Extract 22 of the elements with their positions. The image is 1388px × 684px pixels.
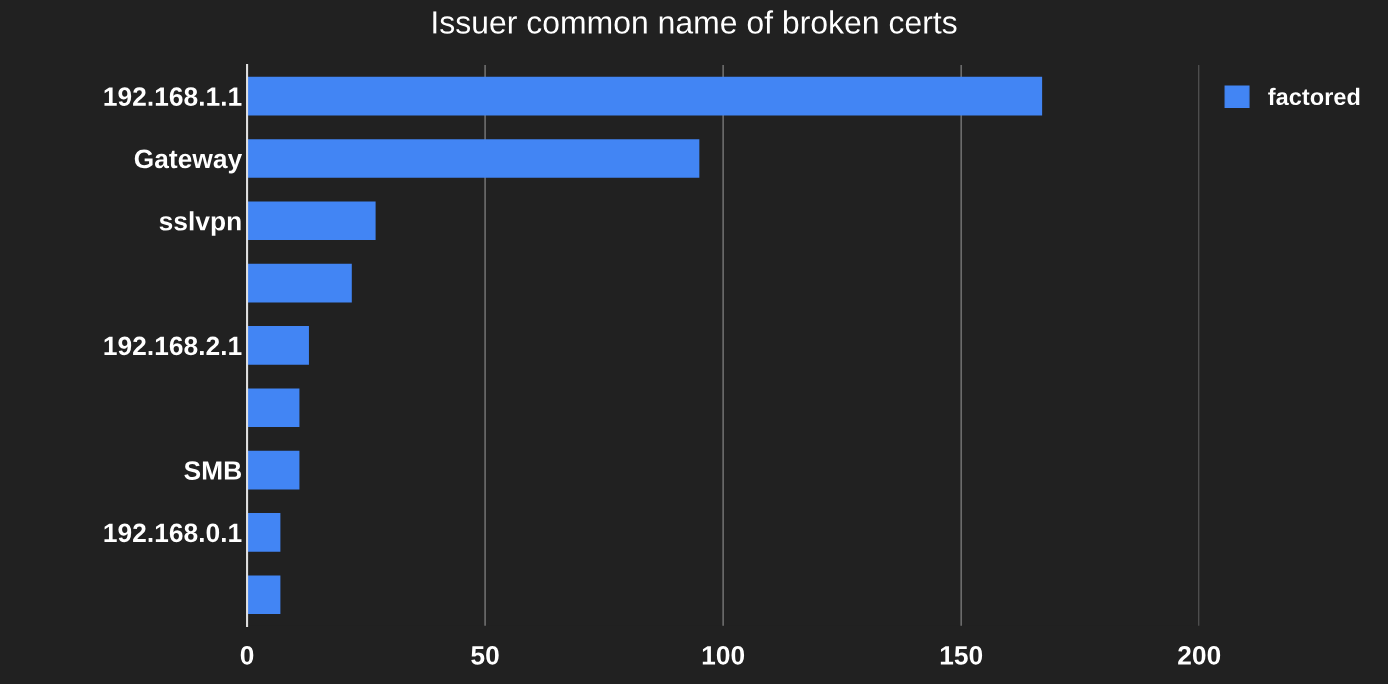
y-tick-label: 192.168.2.1 xyxy=(104,336,242,356)
x-tick-label: 50 xyxy=(471,646,499,665)
bar xyxy=(247,263,352,303)
x-tick-label: 150 xyxy=(940,646,983,665)
chart-title: Issuer common name of broken certs xyxy=(433,10,957,34)
legend-label: factored xyxy=(1268,87,1360,106)
x-tick-label: 200 xyxy=(1178,646,1221,665)
y-tick-label: Gateway xyxy=(134,149,243,174)
bar xyxy=(247,201,376,241)
x-tick-label: 100 xyxy=(702,646,745,665)
bar xyxy=(247,139,700,178)
bar xyxy=(247,388,300,428)
y-tick-label: sslvpn xyxy=(159,211,241,236)
y-tick-label: 192.168.1.1 xyxy=(104,87,242,106)
y-tick-label: SMB xyxy=(184,461,241,480)
bar xyxy=(247,513,281,552)
y-tick-label: 192.168.0.1 xyxy=(104,523,242,543)
bar xyxy=(247,450,300,490)
bar xyxy=(247,76,1043,116)
bar xyxy=(247,326,309,365)
x-tick-label: 0 xyxy=(240,646,254,665)
bar xyxy=(247,575,281,615)
